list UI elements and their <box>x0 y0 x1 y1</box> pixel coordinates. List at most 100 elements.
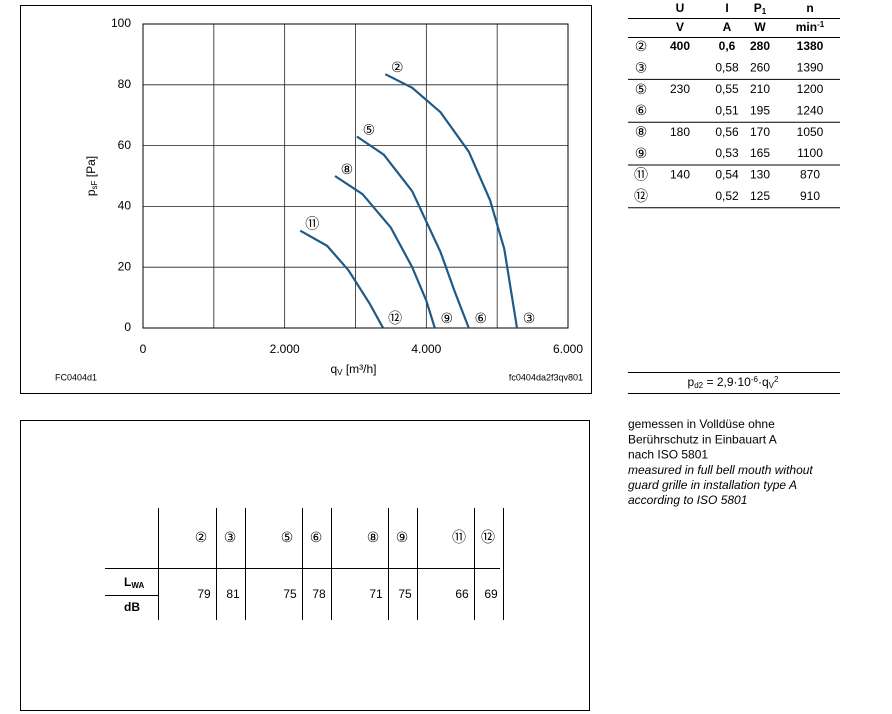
table-cell: 125 <box>750 189 770 203</box>
text-part: W <box>754 20 766 34</box>
table-cell: 180 <box>670 125 690 139</box>
row-id: ③ <box>635 60 648 76</box>
sound-value: 75 <box>283 587 297 601</box>
curve-label: ⑤ <box>363 122 376 138</box>
sound-value: 81 <box>226 587 240 601</box>
column-unit: V <box>676 20 684 34</box>
sound-column: ③ <box>224 530 237 546</box>
formula: pd2 = 2,9·10-6·qV2 <box>688 375 779 390</box>
row-id: ⑨ <box>635 146 648 162</box>
sound-row-label: LWA <box>124 575 144 589</box>
sound-value: 71 <box>369 587 383 601</box>
sound-column: ② <box>195 530 208 546</box>
curve-label: ⑨ <box>441 311 454 327</box>
column-unit: W <box>754 20 766 34</box>
table-cell: 210 <box>750 82 770 96</box>
sound-value: 79 <box>197 587 211 601</box>
table-cell: 170 <box>750 125 770 139</box>
note-line: measured in full bell mouth without <box>628 463 813 477</box>
row-id: ⑥ <box>635 103 648 119</box>
table-cell: 1240 <box>797 103 824 117</box>
text-part: p <box>84 189 98 196</box>
sound-frame <box>20 420 590 711</box>
y-axis-label: psF [Pa] <box>84 156 98 196</box>
text-part: = 2,9·10 <box>703 375 751 389</box>
text-part: P <box>754 1 762 15</box>
row-id: ⑤ <box>635 82 648 98</box>
sub-text: V <box>769 381 775 390</box>
sup-text: -1 <box>817 20 825 29</box>
table-cell: 0,52 <box>715 189 739 203</box>
note-line: guard grille in installation type A <box>628 478 797 492</box>
table-cell: 1200 <box>797 82 824 96</box>
chart-code: fc0404da2f3qv801 <box>509 372 583 382</box>
table-cell: 195 <box>750 103 770 117</box>
table-cell: 165 <box>750 146 770 160</box>
row-id: ⑪ <box>634 167 648 183</box>
text-part: q <box>330 362 337 376</box>
x-axis-label: qV [m³/h] <box>330 362 376 376</box>
column-unit: min-1 <box>796 20 825 34</box>
column-header: U <box>676 1 685 15</box>
table-cell: 0,51 <box>715 103 739 117</box>
y-tick-label: 100 <box>111 16 131 30</box>
sound-value: 66 <box>455 587 469 601</box>
note-line: gemessen in Volldüse ohne <box>628 417 775 431</box>
x-tick-label: 6.000 <box>553 342 583 356</box>
curve-label: ⑥ <box>475 311 488 327</box>
text-part: L <box>124 575 131 589</box>
curve <box>384 73 519 329</box>
table-cell: 230 <box>670 82 690 96</box>
column-header: P1 <box>754 1 767 15</box>
sound-column: ⑫ <box>481 530 495 546</box>
curve-label: ② <box>391 60 404 76</box>
sound-column: ⑧ <box>367 530 380 546</box>
table-cell: 1390 <box>797 61 824 75</box>
sub-text: WA <box>131 581 144 590</box>
text-part: p <box>688 375 695 389</box>
curve-label: ③ <box>523 311 536 327</box>
table-cell: 130 <box>750 168 770 182</box>
text-part: min <box>796 20 817 34</box>
table-cell: 280 <box>750 39 770 53</box>
curve <box>356 135 470 329</box>
sub-text: d2 <box>694 381 703 390</box>
sound-column: ⑪ <box>452 530 466 546</box>
text-part: A <box>723 20 732 34</box>
table-cell: 0,58 <box>715 61 739 75</box>
text-part: [m³/h] <box>343 362 377 376</box>
y-tick-label: 80 <box>118 77 132 91</box>
table-cell: 0,53 <box>715 146 739 160</box>
text-part: U <box>676 1 685 15</box>
chart-frame <box>20 5 592 394</box>
curve-label: ⑫ <box>388 311 402 327</box>
sound-value: 78 <box>312 587 326 601</box>
sound-value: 69 <box>484 587 498 601</box>
row-id: ⑫ <box>634 189 648 205</box>
table-cell: 400 <box>670 39 690 53</box>
curve-label: ⑪ <box>305 217 319 233</box>
sound-column: ⑨ <box>396 530 409 546</box>
text-part: n <box>806 1 813 15</box>
note-line: nach ISO 5801 <box>628 448 708 462</box>
table-cell: 910 <box>800 189 820 203</box>
table-cell: 0,54 <box>715 168 739 182</box>
sup-text: 2 <box>774 375 779 384</box>
curve <box>334 175 436 329</box>
sound-unit: dB <box>124 600 140 614</box>
table-cell: 870 <box>800 168 820 182</box>
sub-text: sF <box>90 180 99 189</box>
column-header: n <box>806 1 813 15</box>
note-line: Berührschutz in Einbauart A <box>628 432 777 446</box>
y-tick-label: 60 <box>118 138 132 152</box>
x-tick-label: 2.000 <box>270 342 300 356</box>
sub-text: V <box>337 368 343 377</box>
sub-text: 1 <box>762 7 767 16</box>
table-cell: 1050 <box>797 125 824 139</box>
y-tick-label: 20 <box>118 259 132 273</box>
row-id: ② <box>635 39 648 55</box>
x-tick-label: 0 <box>140 342 147 356</box>
text-part: V <box>676 20 684 34</box>
x-tick-label: 4.000 <box>411 342 441 356</box>
